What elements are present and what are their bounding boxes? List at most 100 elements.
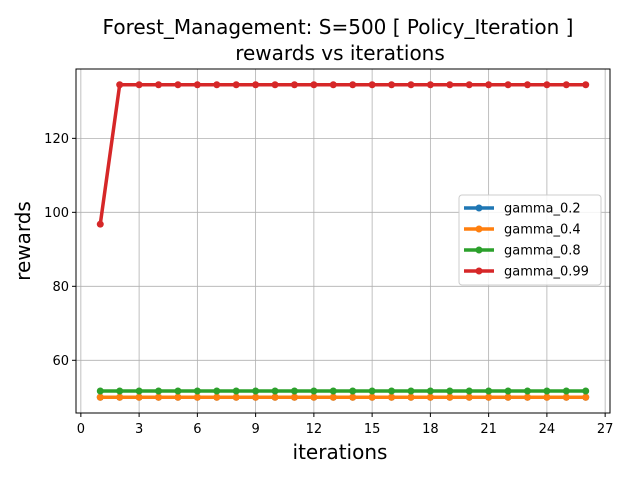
data-point (582, 393, 590, 401)
data-point (155, 387, 163, 395)
data-point (155, 81, 163, 89)
data-point (407, 81, 415, 89)
series-group (96, 81, 590, 401)
data-point (388, 81, 396, 89)
x-tick-label: 18 (422, 422, 439, 437)
data-point (96, 220, 104, 228)
data-point (135, 393, 143, 401)
data-point (349, 387, 357, 395)
data-point (407, 393, 415, 401)
y-axis-label: rewards (11, 201, 35, 281)
x-tick-label: 24 (539, 422, 556, 437)
data-point (290, 81, 298, 89)
data-point (504, 393, 512, 401)
data-point (446, 81, 454, 89)
data-point (485, 387, 493, 395)
x-tick-label: 6 (193, 422, 201, 437)
data-point (155, 393, 163, 401)
data-point (485, 393, 493, 401)
data-point (504, 387, 512, 395)
x-tick-label: 21 (480, 422, 497, 437)
data-point (193, 393, 201, 401)
data-point (543, 393, 551, 401)
data-point (329, 393, 337, 401)
data-point (271, 393, 279, 401)
legend: gamma_0.2 gamma_0.4 gamma_0.8 gamma_0.99 (458, 194, 602, 286)
data-point (213, 387, 221, 395)
data-point (562, 387, 570, 395)
y-tick-label: 120 (44, 132, 69, 147)
data-point (426, 393, 434, 401)
data-point (426, 81, 434, 89)
data-point (349, 81, 357, 89)
data-point (174, 81, 182, 89)
chart-title: Forest_Management: S=500 [ Policy_Iterat… (103, 15, 574, 39)
data-point (504, 81, 512, 89)
data-point (135, 81, 143, 89)
x-tick-label: 9 (251, 422, 259, 437)
legend-swatch-marker (475, 225, 483, 233)
data-point (465, 387, 473, 395)
data-point (135, 387, 143, 395)
legend-swatch-marker (475, 204, 483, 212)
series (96, 81, 590, 228)
data-point (543, 81, 551, 89)
data-point (252, 387, 260, 395)
y-tick-label: 100 (44, 206, 69, 221)
data-point (310, 81, 318, 89)
data-point (96, 393, 104, 401)
data-point (116, 81, 124, 89)
legend-item: gamma_0.99 (464, 265, 589, 280)
x-tick-label: 3 (135, 422, 143, 437)
data-point (329, 387, 337, 395)
data-point (523, 393, 531, 401)
series (96, 393, 590, 401)
data-point (193, 387, 201, 395)
data-point (310, 393, 318, 401)
legend-swatch-marker (475, 267, 483, 275)
data-point (562, 81, 570, 89)
data-point (388, 393, 396, 401)
data-point (523, 81, 531, 89)
data-point (407, 387, 415, 395)
legend-item: gamma_0.8 (464, 244, 581, 259)
legend-swatch-marker (475, 246, 483, 254)
data-point (271, 81, 279, 89)
data-point (426, 387, 434, 395)
data-point (290, 393, 298, 401)
data-point (368, 81, 376, 89)
data-point (290, 387, 298, 395)
legend-label: gamma_0.99 (504, 265, 589, 280)
legend-label: gamma_0.2 (504, 202, 581, 217)
legend-label: gamma_0.8 (504, 244, 581, 259)
y-tick-label: 60 (52, 354, 69, 369)
x-tick-label: 27 (597, 422, 614, 437)
x-tick-label: 0 (77, 422, 85, 437)
data-point (446, 387, 454, 395)
data-point (232, 393, 240, 401)
data-point (116, 387, 124, 395)
data-point (213, 81, 221, 89)
data-point (252, 393, 260, 401)
data-point (582, 81, 590, 89)
x-axis: 0 3 6 9 12 15 18 21 24 27 (77, 413, 614, 437)
data-point (96, 387, 104, 395)
data-point (562, 393, 570, 401)
data-point (174, 393, 182, 401)
data-point (523, 387, 531, 395)
data-point (174, 387, 182, 395)
data-point (465, 81, 473, 89)
data-point (349, 393, 357, 401)
data-point (116, 393, 124, 401)
chart-subtitle: rewards vs iterations (235, 41, 445, 65)
data-point (543, 387, 551, 395)
data-point (232, 387, 240, 395)
legend-box (458, 194, 602, 286)
data-point (213, 393, 221, 401)
plot-frame (75, 68, 611, 414)
legend-item: gamma_0.4 (464, 223, 581, 238)
data-point (388, 387, 396, 395)
data-point (310, 387, 318, 395)
